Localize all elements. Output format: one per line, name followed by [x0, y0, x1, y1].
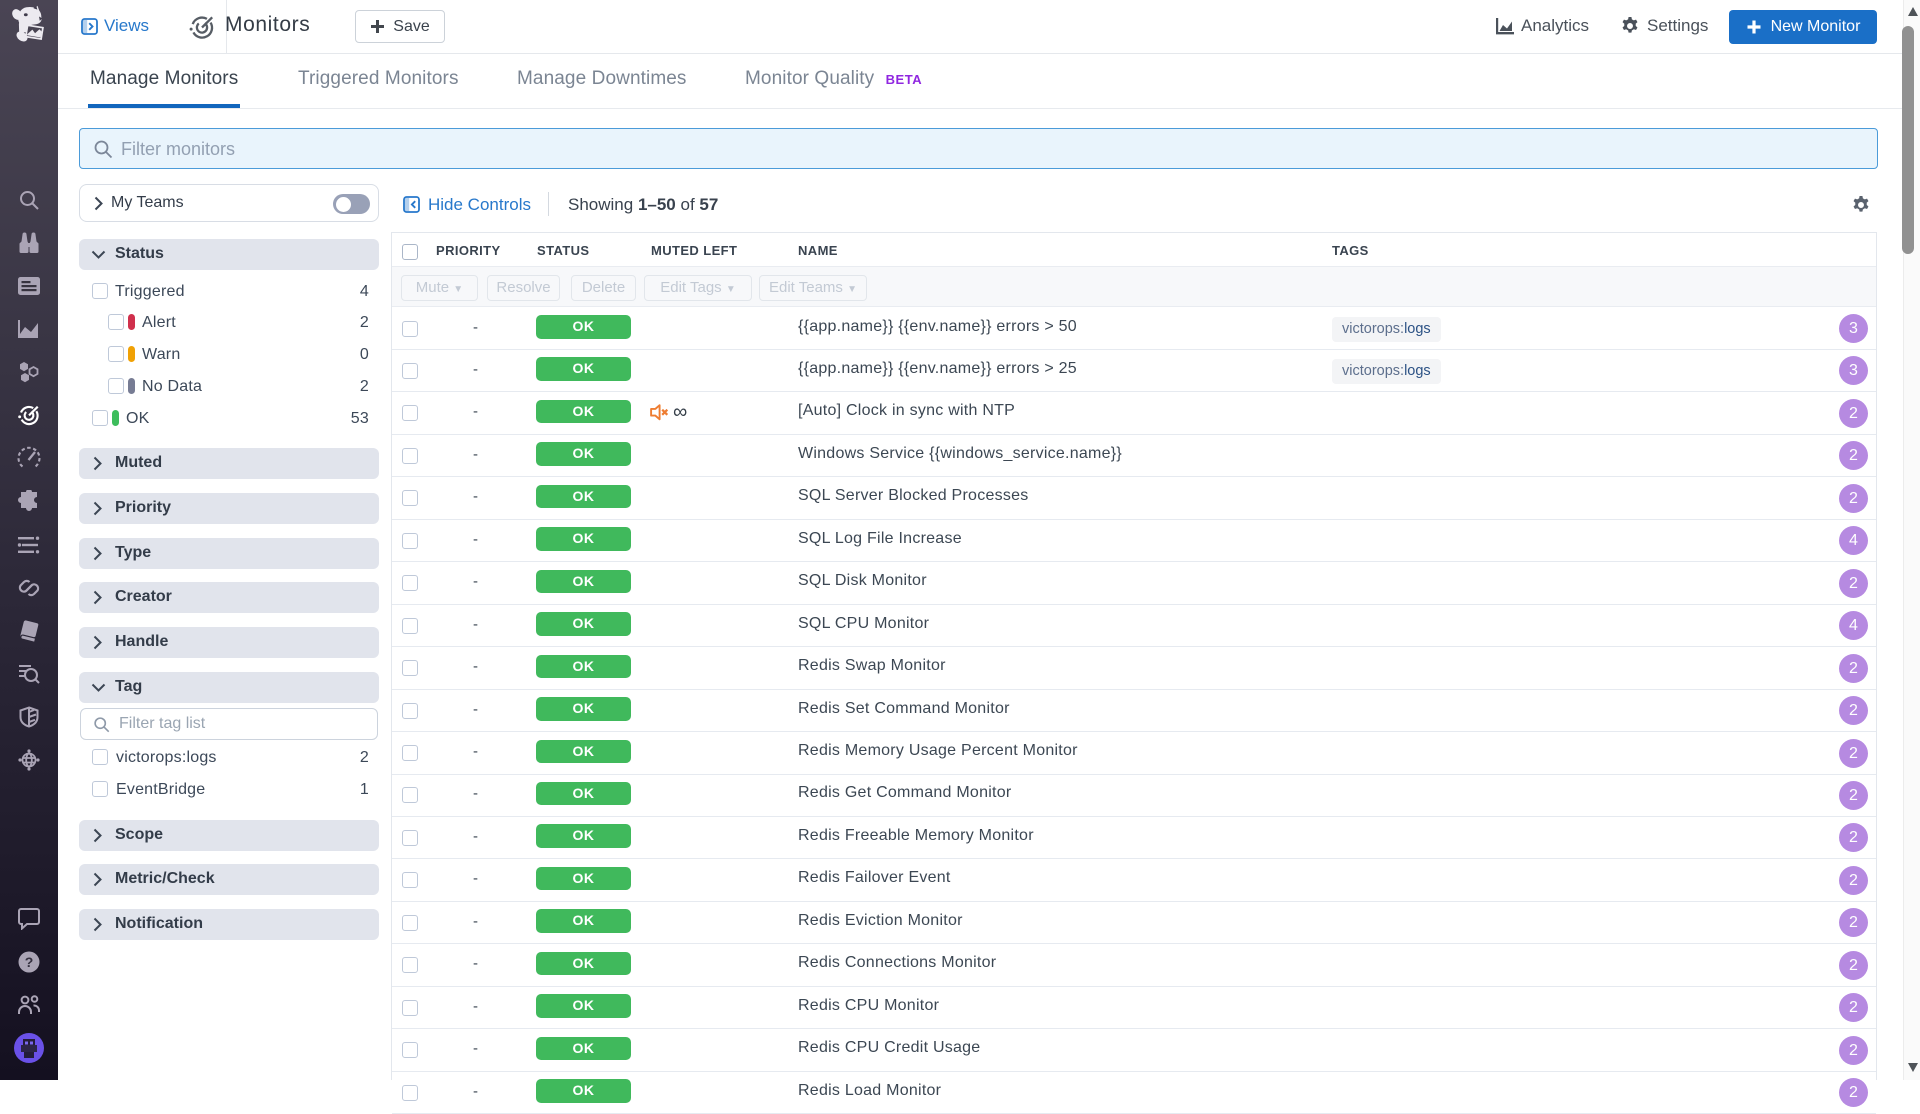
svg-text:?: ?	[25, 954, 34, 970]
